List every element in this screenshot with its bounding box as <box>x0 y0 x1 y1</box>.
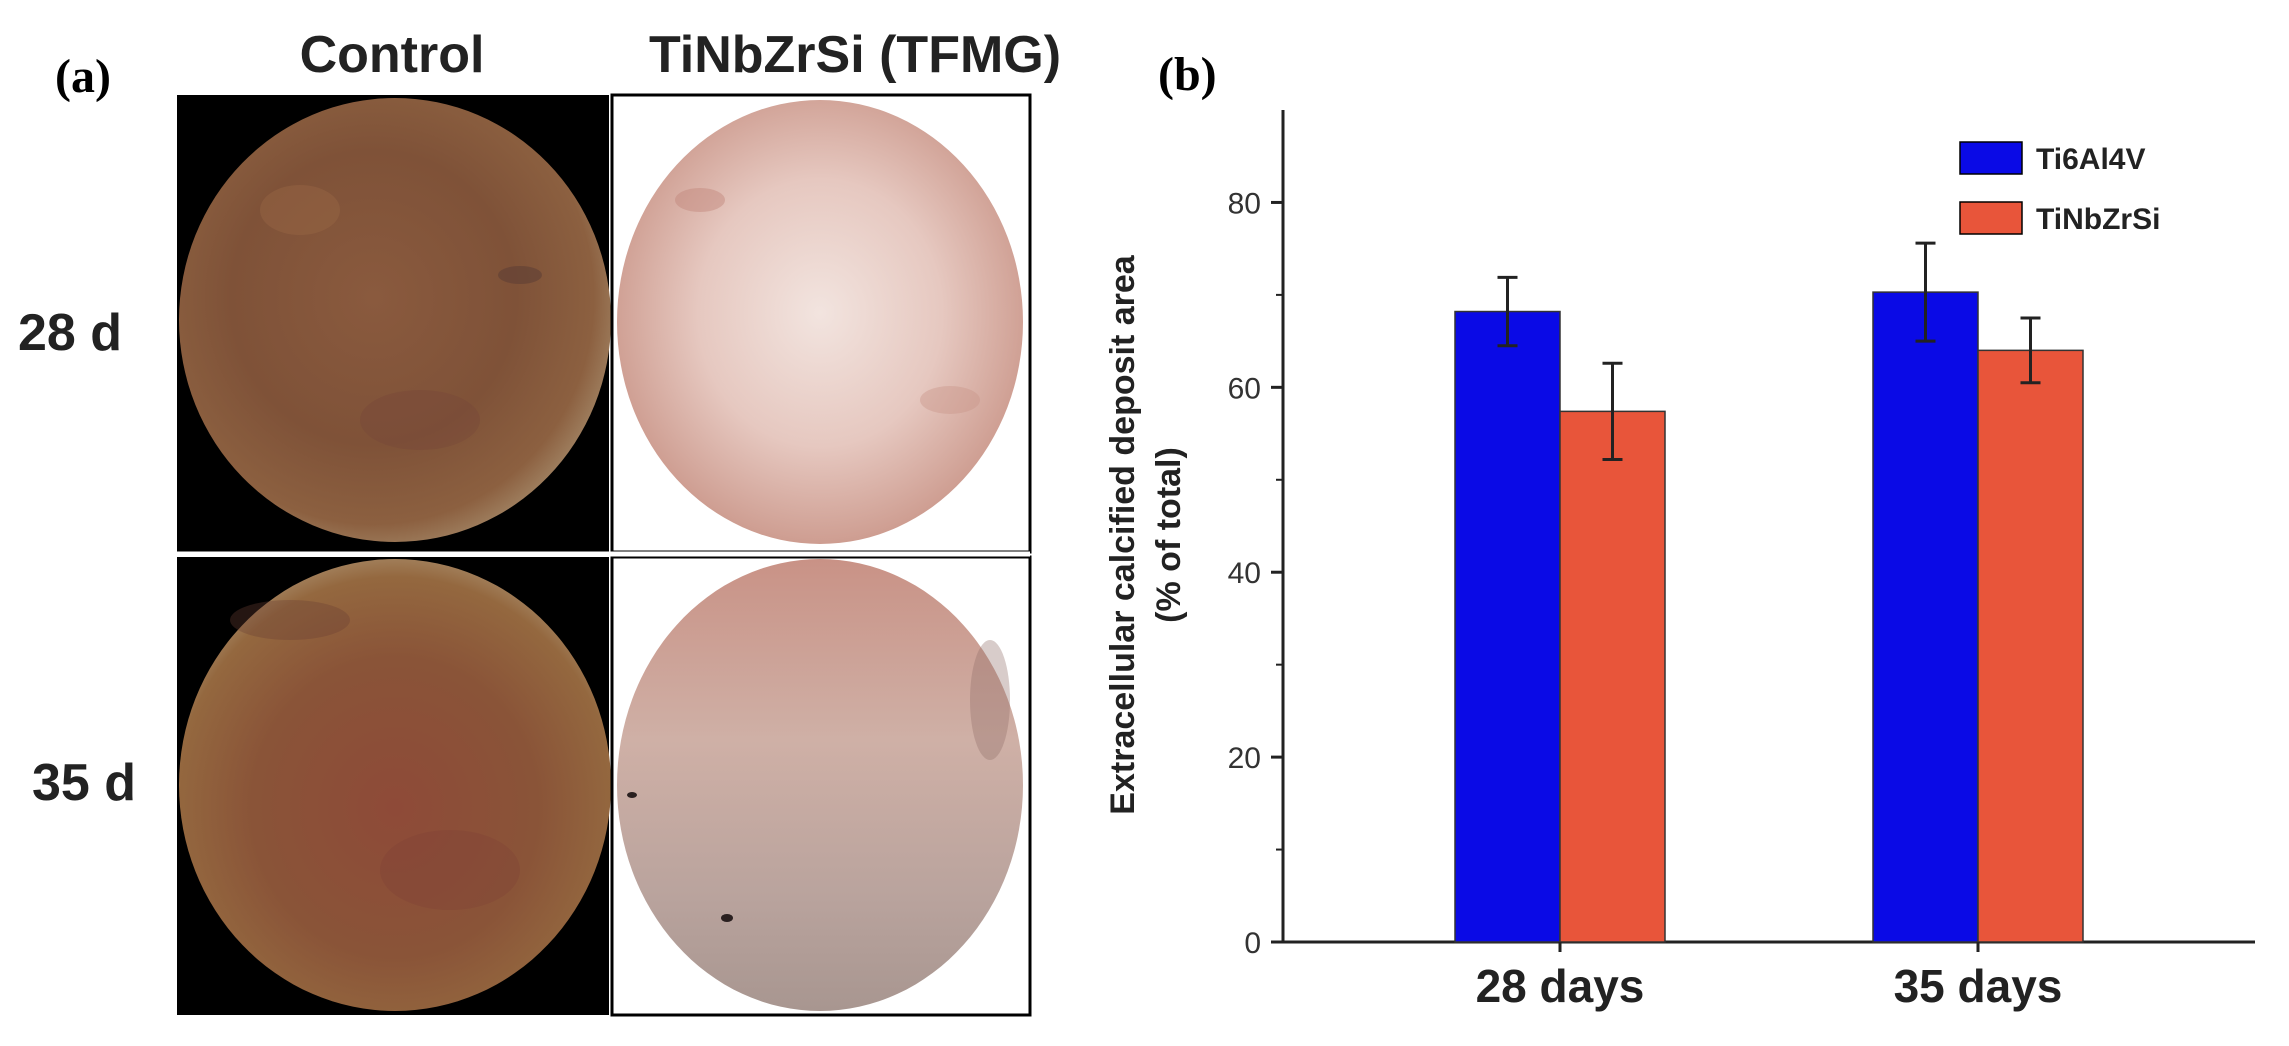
x-tick-label: 35 days <box>1894 960 2063 1012</box>
x-tick-label: 28 days <box>1476 960 1645 1012</box>
bar-ti6al4v-28d <box>1454 310 1561 943</box>
legend-label-ti6al4v: Ti6Al4V <box>2036 143 2146 176</box>
y-tick-label: 20 <box>1228 742 1261 775</box>
y-axis-title-line2: (% of total) <box>1150 447 1188 623</box>
bar-tinbzrsi-28d <box>1559 410 1666 943</box>
y-tick-label: 0 <box>1244 927 1261 960</box>
y-axis-title: Extracellular calcified deposit area (% … <box>1104 254 1188 814</box>
sample-image-tinbzrsi-28d <box>610 93 1032 554</box>
chart-legend: Ti6Al4V TiNbZrSi <box>1959 141 2160 236</box>
legend-swatch-ti6al4v <box>1959 141 2023 175</box>
panel-b-label: (b) <box>1158 48 1217 101</box>
legend-swatch-tinbzrsi <box>1959 201 2023 235</box>
column-header-tinbzrsi: TiNbZrSi (TFMG) <box>649 26 1061 84</box>
bar-ti6al4v-35d <box>1872 291 1979 943</box>
chart-plot-area: 0 20 40 60 80 28 days 35 days <box>1228 110 2255 1012</box>
row-label-35d: 35 d <box>32 754 136 812</box>
legend-label-tinbzrsi: TiNbZrSi <box>2036 203 2160 236</box>
panel-a: (a) Control TiNbZrSi (TFMG) 28 d 35 d <box>18 26 1061 1017</box>
y-tick-label: 80 <box>1228 187 1261 220</box>
sample-image-control-28d <box>177 95 611 552</box>
bar-tinbzrsi-35d <box>1977 349 2084 943</box>
panel-a-label: (a) <box>55 50 111 103</box>
panel-b: (b) Extracellular calcified deposit area… <box>1104 48 2255 1012</box>
column-header-control: Control <box>300 26 485 84</box>
y-axis-title-line1: Extracellular calcified deposit area <box>1104 254 1142 814</box>
sample-image-tinbzrsi-35d <box>610 555 1032 1017</box>
y-tick-label: 60 <box>1228 372 1261 405</box>
sample-image-control-35d <box>177 557 611 1015</box>
row-label-28d: 28 d <box>18 304 122 362</box>
y-tick-label: 40 <box>1228 557 1261 590</box>
